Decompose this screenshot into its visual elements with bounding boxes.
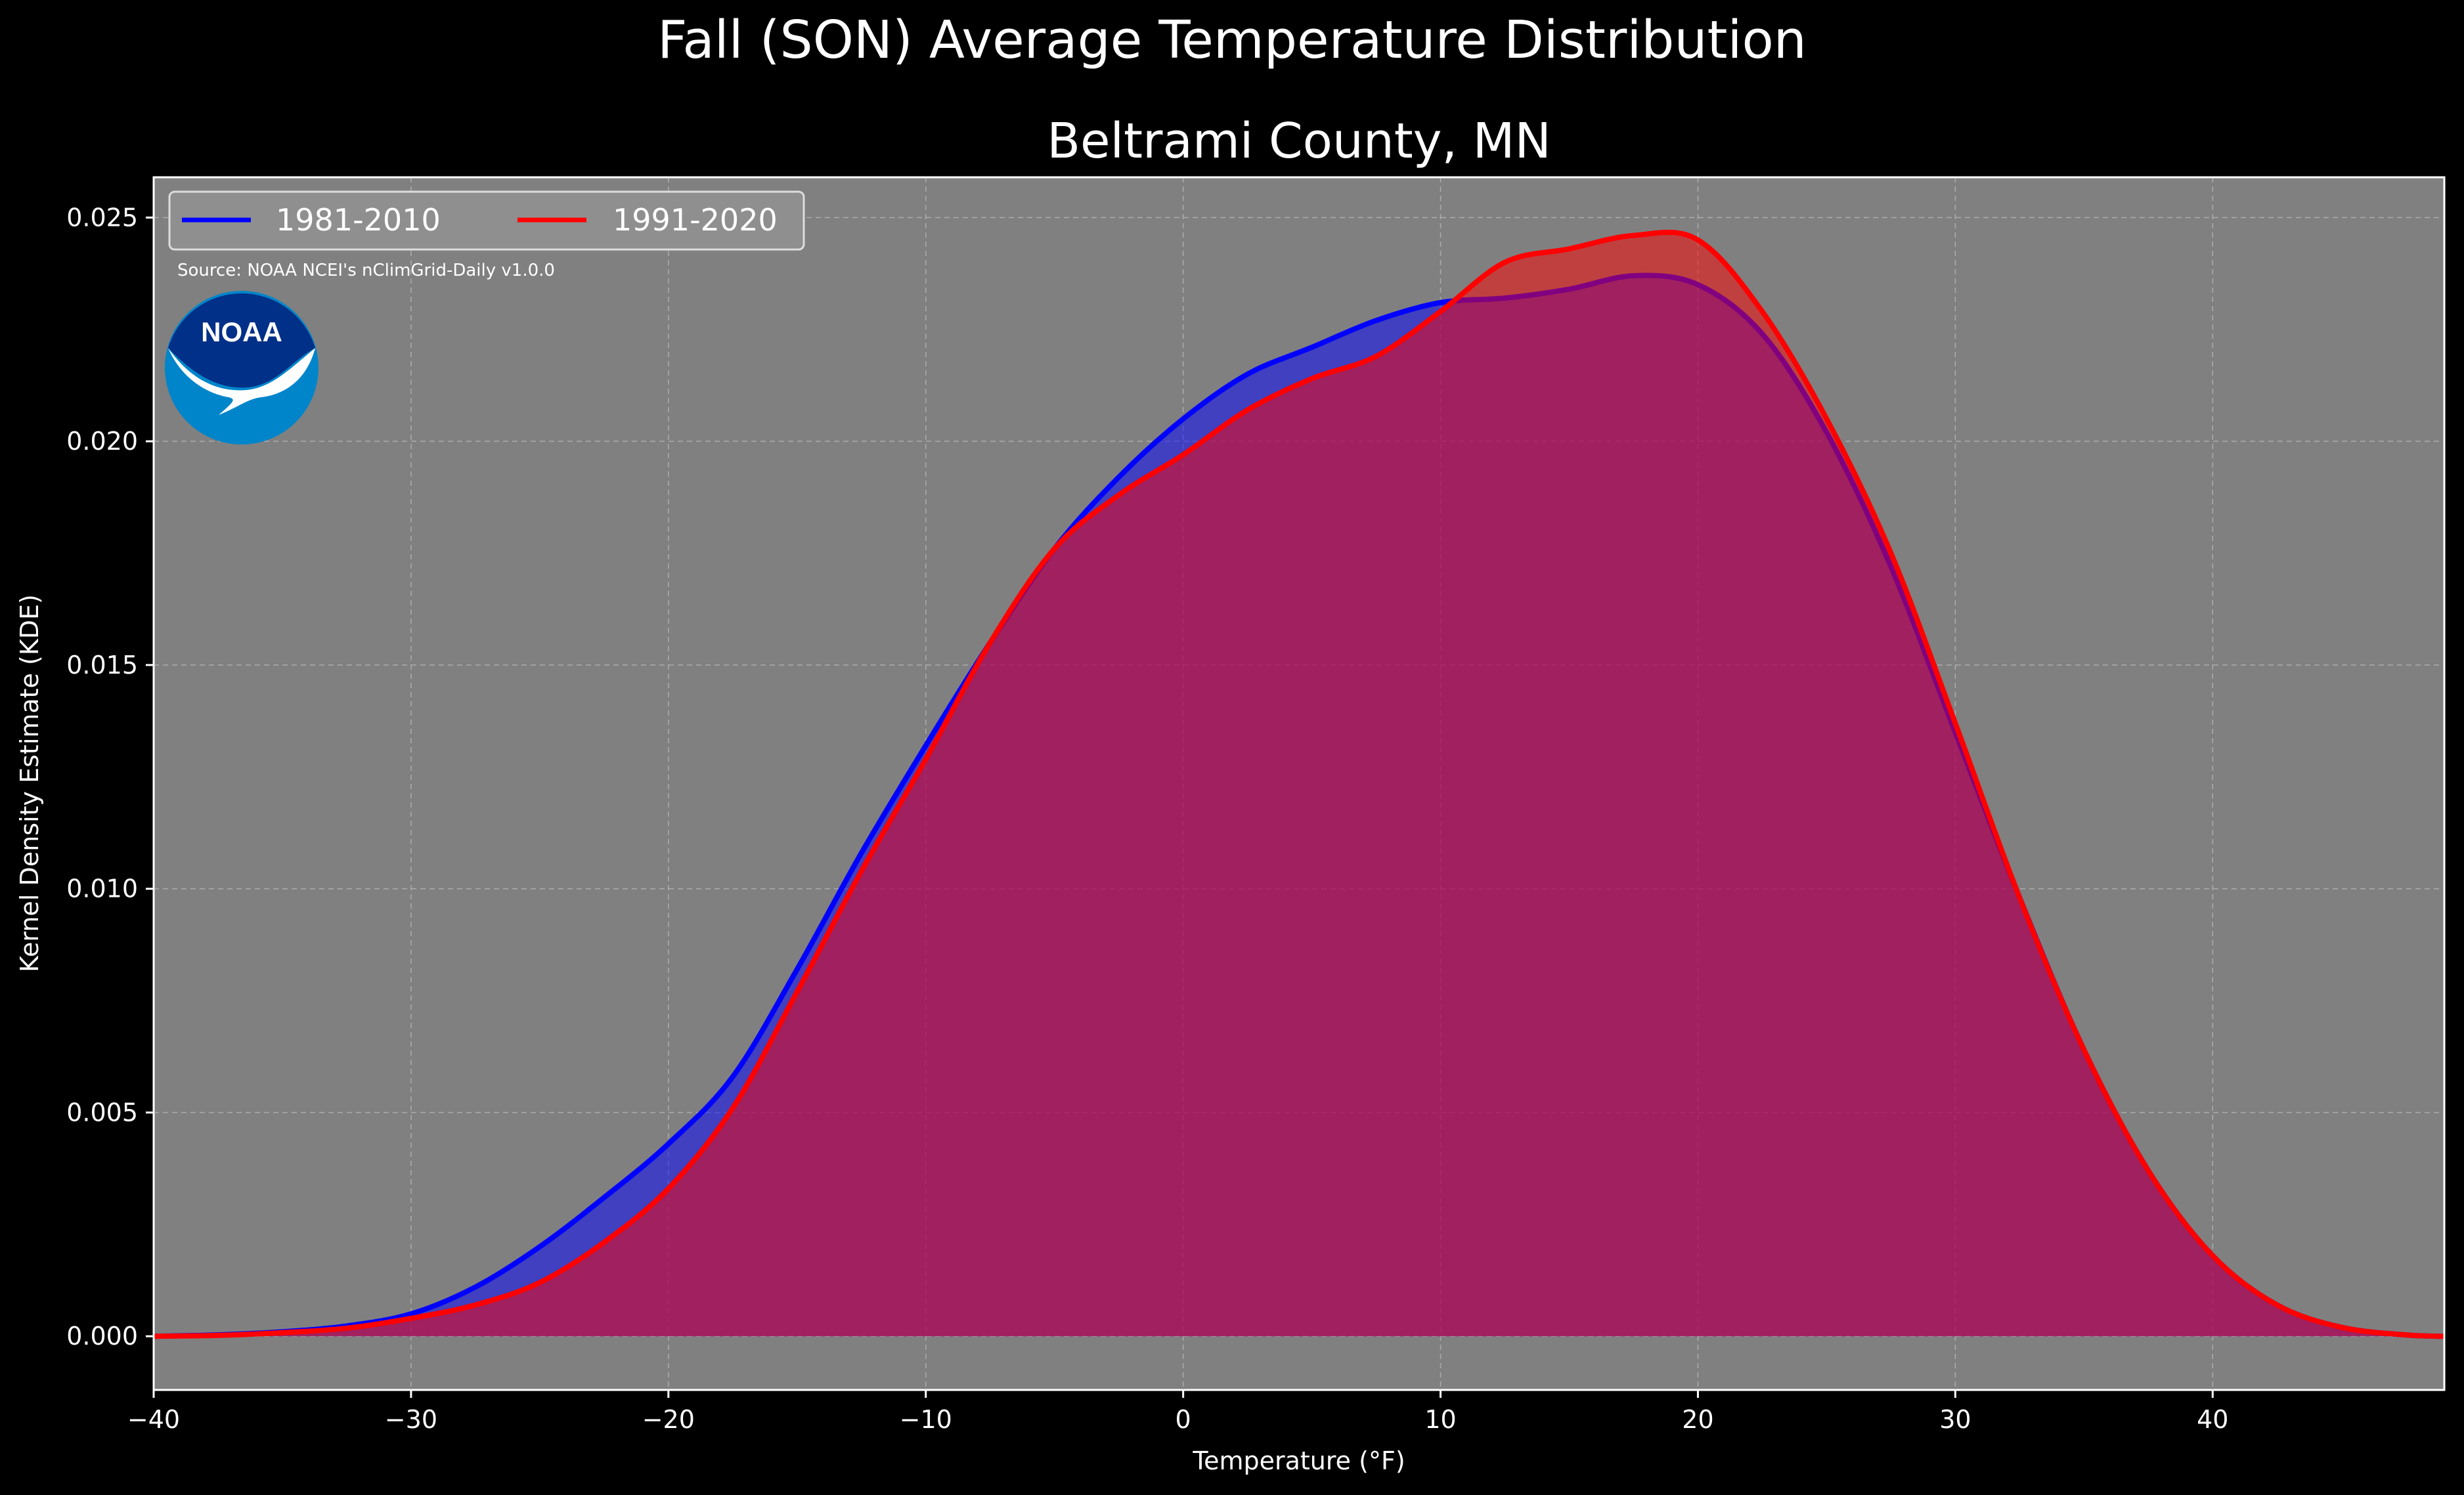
x-tick-label: 30 [1939, 1405, 1971, 1434]
legend-box [168, 190, 805, 251]
source-note: Source: NOAA NCEI's nClimGrid-Daily v1.0… [177, 261, 555, 280]
plot-frame [152, 176, 2446, 1391]
series-area-1991-2020 [154, 232, 2444, 1337]
series-line-1991-2020 [153, 229, 2445, 1339]
y-tick-label: 0.020 [66, 427, 138, 456]
x-tick-label: 10 [1424, 1405, 1456, 1434]
x-tick-label: 20 [1682, 1405, 1713, 1434]
series-layer [153, 229, 2445, 1339]
x-axis-label: Temperature (°F) [1192, 1446, 1405, 1475]
x-tick-label: −30 [385, 1405, 437, 1434]
x-tick-label: −40 [127, 1405, 180, 1434]
x-tick-label: −20 [642, 1405, 695, 1434]
y-tick-label: 0.005 [66, 1098, 138, 1127]
noaa-logo-icon: NOAA [165, 291, 319, 444]
x-tick-label: 40 [2197, 1405, 2228, 1434]
y-tick-label: 0.025 [66, 203, 138, 232]
x-axis: −40 −30 −20 −10 0 10 20 30 40 [127, 1390, 2228, 1434]
x-tick-label: −10 [900, 1405, 952, 1434]
legend-label-1981-2010: 1981-2010 [276, 202, 441, 238]
y-tick-label: 0.010 [66, 875, 138, 903]
y-axis-label: Kernel Density Estimate (KDE) [15, 594, 44, 972]
figure-title: Fall (SON) Average Temperature Distribut… [657, 10, 1807, 70]
x-tick-label: 0 [1176, 1405, 1191, 1434]
legend-label-1991-2020: 1991-2020 [613, 202, 778, 238]
chart-title: Beltrami County, MN [1047, 113, 1551, 169]
legend: 1981-2010 1991-2020 [168, 190, 805, 251]
noaa-logo-text: NOAA [201, 316, 282, 347]
y-tick-label: 0.000 [66, 1322, 138, 1351]
y-tick-label: 0.015 [66, 651, 138, 680]
y-axis: 0.000 0.005 0.010 0.015 0.020 0.025 [66, 203, 154, 1351]
